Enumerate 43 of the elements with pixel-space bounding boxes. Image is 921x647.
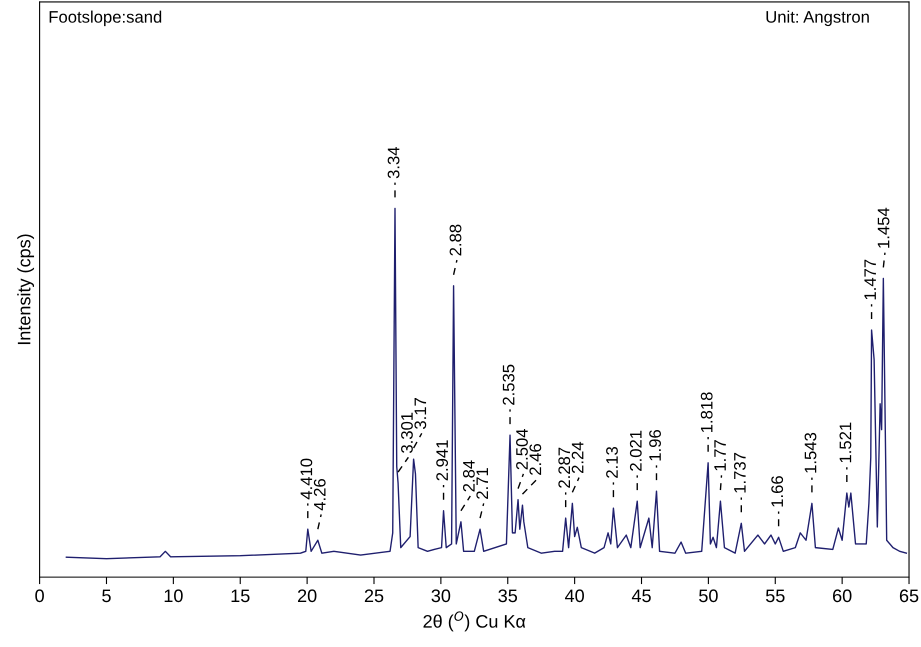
x-axis-title: 2θ ($^{O}$) Cu Kα [423, 611, 526, 632]
annotation: 2.941 [436, 440, 448, 480]
x-tick-label: 50 [699, 589, 718, 602]
annotation: 2.021 [630, 430, 642, 471]
x-tick-label: 65 [900, 589, 918, 602]
x-tick-label: 20 [298, 589, 316, 602]
annotation: 1.66 [771, 476, 784, 507]
x-tick-label: 30 [432, 589, 450, 602]
annotation: 1.477 [864, 260, 876, 300]
x-tick-label: 5 [102, 590, 111, 602]
annotation: 1.818 [700, 392, 713, 432]
x-tick-label: 10 [164, 589, 183, 602]
annotation: 3.301 [401, 412, 413, 453]
annotation: 2.84 [462, 460, 475, 492]
annotation: 2.46 [529, 444, 542, 475]
x-tick-label: 35 [498, 589, 518, 602]
y-axis-title: Intensity (cps) [17, 234, 34, 344]
annotation: 2.287 [558, 448, 570, 488]
annotation: 2.24 [572, 442, 584, 474]
x-tick-label: 0 [35, 589, 44, 602]
annotation: 4.410 [300, 458, 312, 500]
annotation: 4.26 [314, 479, 326, 510]
x-tick-label: 15 [232, 590, 250, 602]
annotation: 2.88 [450, 224, 462, 256]
x-tick-label: 45 [632, 590, 651, 602]
x-tick-label: 55 [766, 590, 785, 602]
annotation: 2.71 [476, 468, 488, 499]
annotation: 3.34 [388, 146, 400, 178]
annotation: 1.96 [649, 430, 661, 460]
annotation: 1.77 [714, 440, 726, 470]
annotation: 2.504 [516, 428, 528, 470]
annotation: 3.17 [414, 398, 426, 430]
x-tick-label: 60 [833, 589, 852, 602]
annotation: 1.543 [804, 432, 816, 473]
x-tick-label: 25 [364, 589, 384, 602]
text: Footslope:sand [50, 10, 162, 26]
annotation: 2.535 [502, 364, 514, 405]
x-tick-label: 40 [565, 589, 584, 602]
annotation: 2.13 [606, 446, 618, 478]
annotation: 1.737 [734, 452, 746, 493]
annotation: 1.454 [878, 208, 890, 248]
text: Unit: Angstron [766, 10, 869, 26]
annotation: 1.521 [840, 422, 852, 462]
